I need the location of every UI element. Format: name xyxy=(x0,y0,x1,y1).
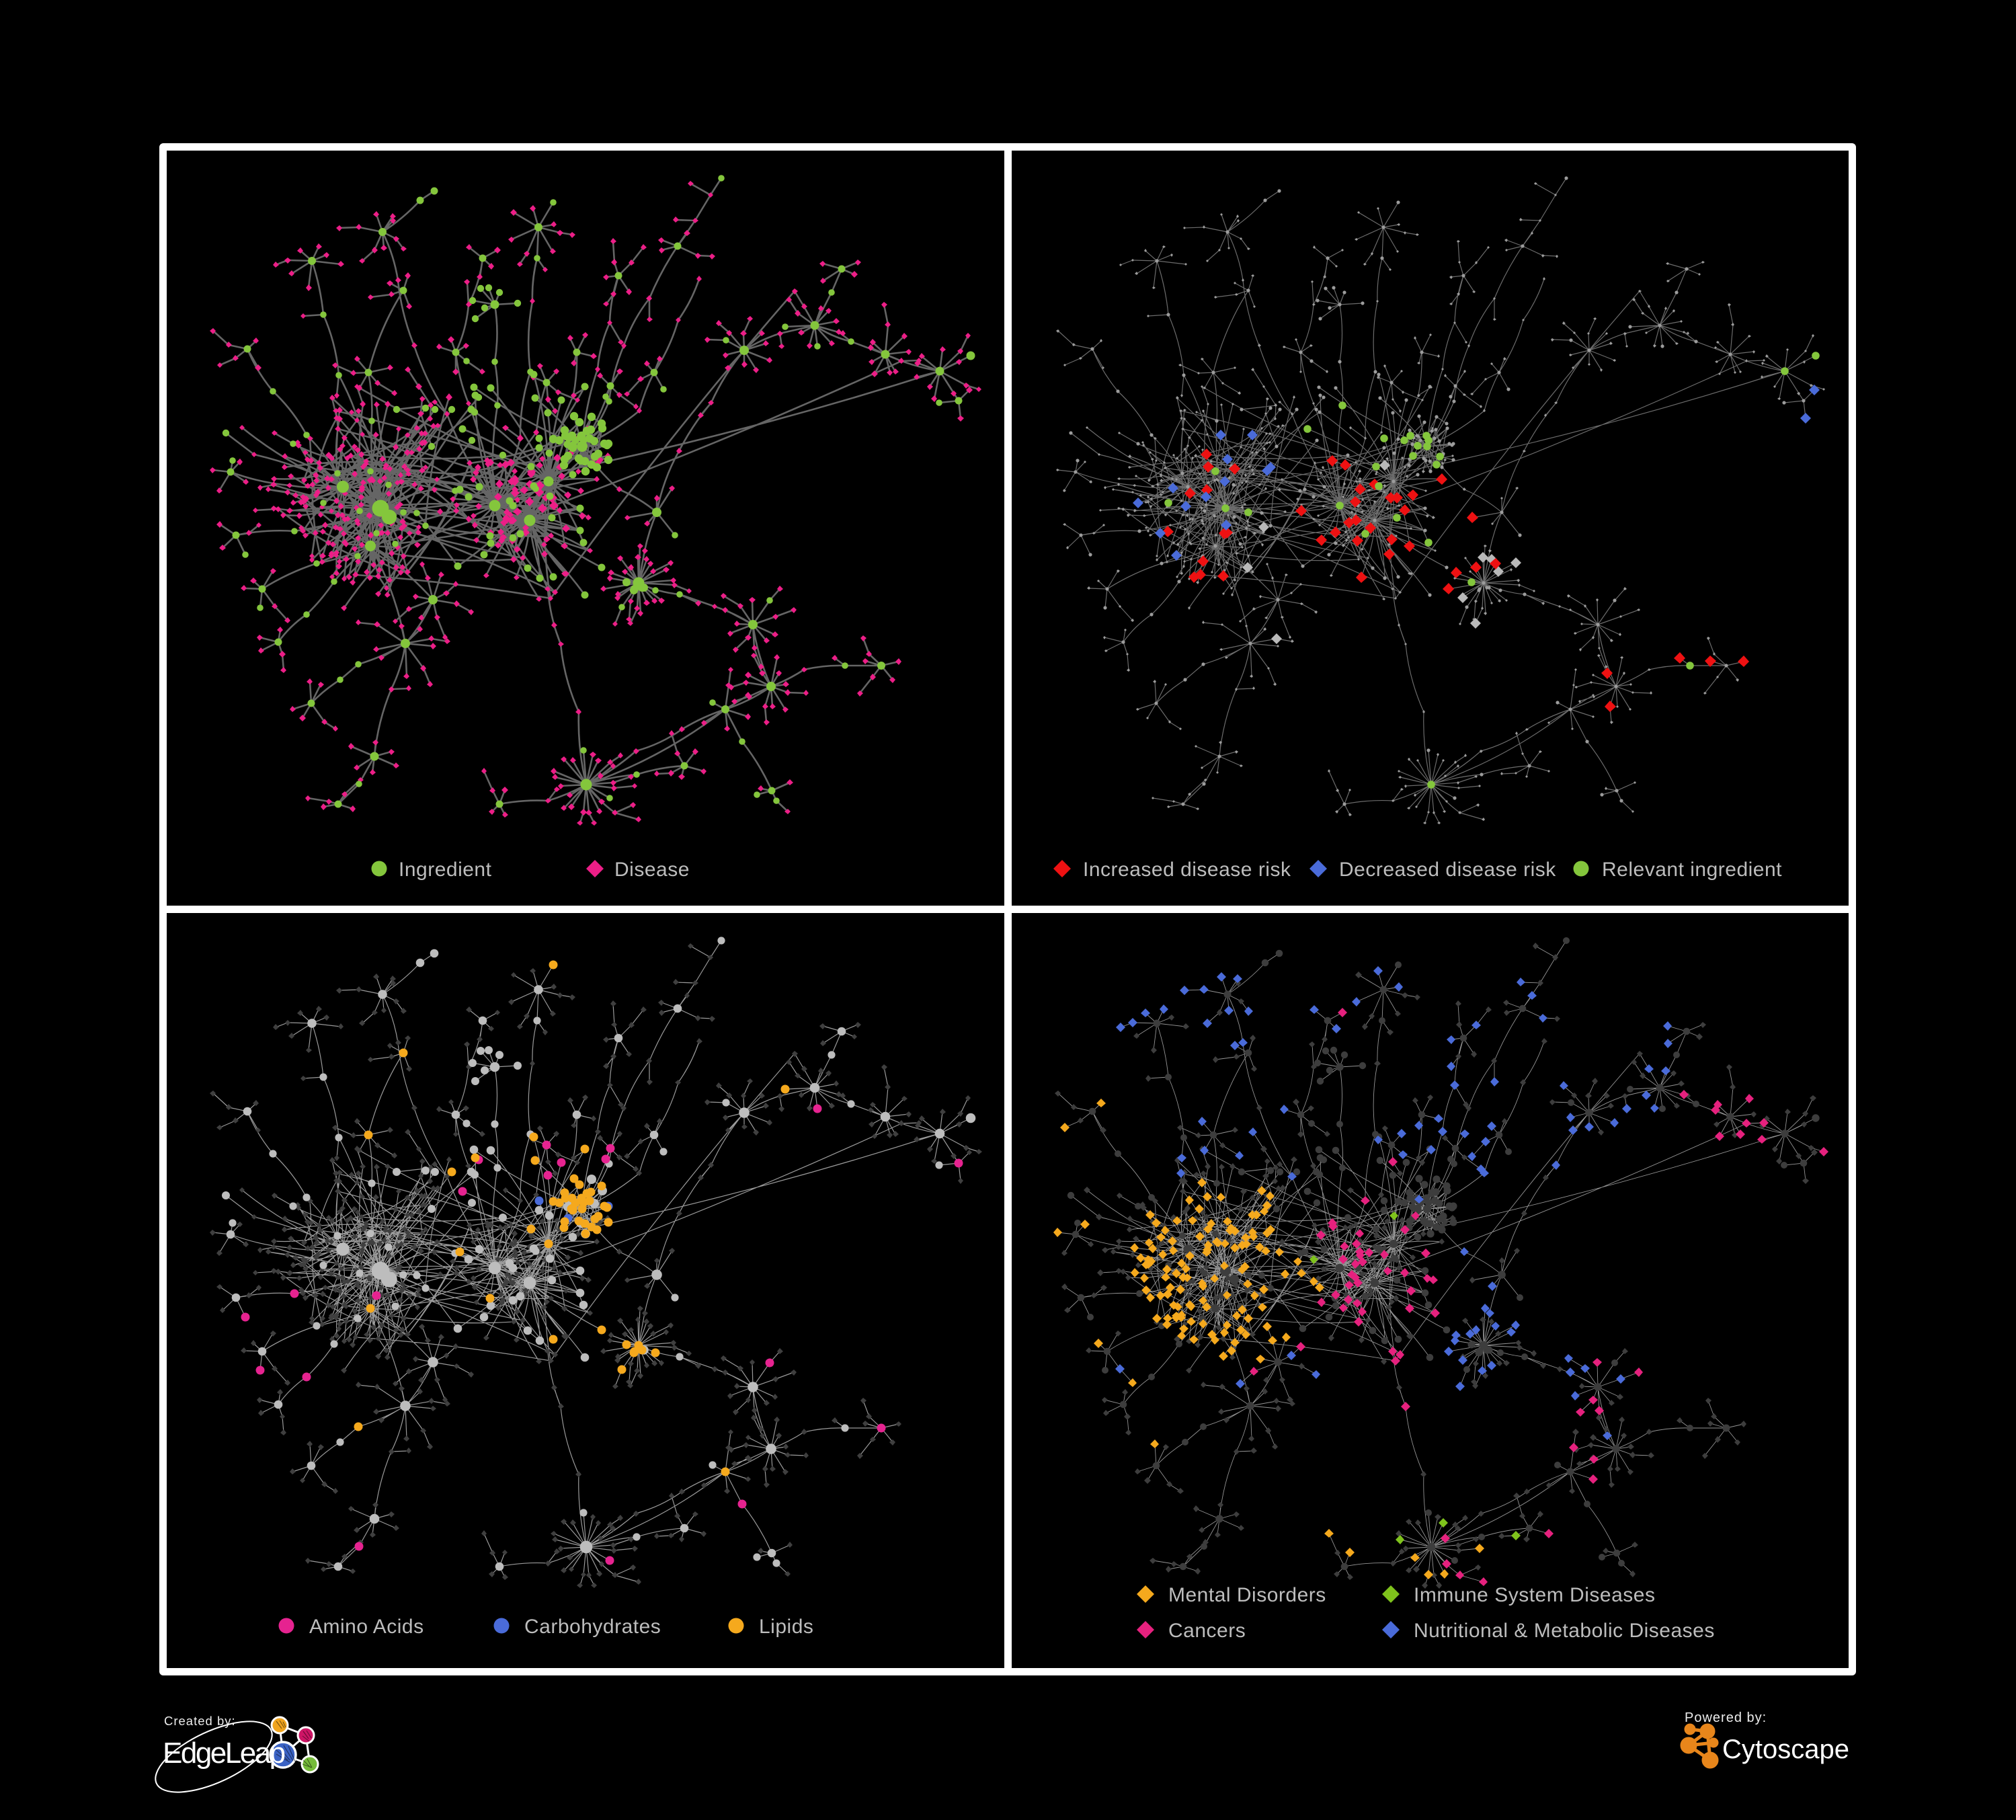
svg-text:Powered by:: Powered by: xyxy=(1685,1710,1767,1725)
svg-text:EdgeLeap: EdgeLeap xyxy=(163,1737,285,1770)
svg-text:Created by:: Created by: xyxy=(164,1714,236,1728)
svg-text:Decreased disease risk: Decreased disease risk xyxy=(1339,859,1556,881)
svg-text:Cancers: Cancers xyxy=(1168,1620,1246,1642)
svg-text:Cytoscape: Cytoscape xyxy=(1722,1735,1849,1764)
svg-text:Lipids: Lipids xyxy=(759,1616,813,1638)
svg-text:Mental Disorders: Mental Disorders xyxy=(1168,1584,1326,1606)
svg-text:Amino Acids: Amino Acids xyxy=(309,1616,424,1638)
svg-text:Disease: Disease xyxy=(614,859,690,881)
svg-text:Increased disease risk: Increased disease risk xyxy=(1083,859,1291,881)
svg-text:Nutritional & Metabolic Diseas: Nutritional & Metabolic Diseases xyxy=(1414,1620,1715,1642)
svg-text:Relevant ingredient: Relevant ingredient xyxy=(1602,859,1782,881)
svg-text:Carbohydrates: Carbohydrates xyxy=(524,1616,661,1638)
svg-text:Ingredient: Ingredient xyxy=(399,859,492,881)
svg-text:Immune System Diseases: Immune System Diseases xyxy=(1414,1584,1655,1606)
